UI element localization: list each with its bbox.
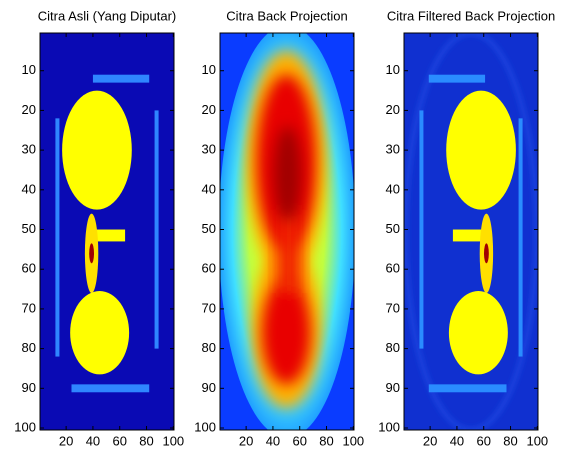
axes-box (39, 32, 175, 431)
y-tick-label: 90 (202, 380, 216, 395)
blob (96, 229, 126, 242)
y-tick-label: 20 (22, 102, 36, 117)
x-tick-label: 20 (59, 433, 73, 448)
x-tick-label: 60 (476, 433, 490, 448)
dot (483, 243, 489, 264)
y-tick-label: 50 (202, 221, 216, 236)
y-tick-label: 60 (386, 261, 400, 276)
bar (92, 74, 150, 83)
y-tick-label: 40 (22, 181, 36, 196)
x-tick-label: 40 (450, 433, 464, 448)
image (40, 33, 174, 430)
y-tick-label: 30 (386, 142, 400, 157)
x-tick-label: 60 (292, 433, 306, 448)
image (404, 33, 538, 430)
x-tick-label: 40 (266, 433, 280, 448)
y-tick-label: 60 (22, 261, 36, 276)
x-tick-label: 100 (526, 433, 548, 448)
bar (518, 118, 523, 357)
image (220, 33, 354, 430)
y-tick-label: 20 (202, 102, 216, 117)
bar (154, 110, 159, 349)
y-tick-label: 10 (202, 62, 216, 77)
axes-box (219, 32, 355, 431)
y-tick-label: 20 (386, 102, 400, 117)
y-tick-label: 80 (202, 340, 216, 355)
blob (446, 90, 516, 210)
blob (452, 229, 482, 242)
blob (448, 291, 508, 375)
bar (428, 74, 486, 83)
bar (71, 384, 150, 393)
y-tick-label: 70 (386, 300, 400, 315)
y-tick-label: 70 (22, 300, 36, 315)
chart-title: Citra Filtered Back Projection (387, 8, 555, 23)
x-tick-label: 80 (139, 433, 153, 448)
bar (419, 110, 424, 349)
y-tick-label: 100 (378, 419, 400, 434)
blob (70, 291, 130, 375)
x-tick-label: 100 (342, 433, 364, 448)
bar (428, 384, 507, 393)
x-tick-label: 80 (503, 433, 517, 448)
axes-box (403, 32, 539, 431)
blob (262, 281, 311, 385)
ring (404, 33, 538, 430)
y-tick-label: 40 (386, 181, 400, 196)
chart-title: Citra Back Projection (226, 8, 347, 23)
y-tick-label: 30 (202, 142, 216, 157)
x-tick-label: 100 (162, 433, 184, 448)
y-tick-label: 100 (194, 419, 216, 434)
blob (278, 209, 300, 294)
y-tick-label: 70 (202, 300, 216, 315)
y-tick-label: 100 (14, 419, 36, 434)
y-tick-label: 90 (386, 380, 400, 395)
y-tick-label: 80 (386, 340, 400, 355)
x-tick-label: 40 (86, 433, 100, 448)
blob (62, 90, 132, 210)
x-tick-label: 80 (319, 433, 333, 448)
y-tick-label: 50 (386, 221, 400, 236)
y-tick-label: 10 (386, 62, 400, 77)
y-tick-label: 60 (202, 261, 216, 276)
x-tick-label: 60 (112, 433, 126, 448)
y-tick-label: 30 (22, 142, 36, 157)
bar (55, 118, 60, 357)
y-tick-label: 10 (22, 62, 36, 77)
y-tick-label: 40 (202, 181, 216, 196)
x-tick-label: 20 (239, 433, 253, 448)
y-tick-label: 50 (22, 221, 36, 236)
dot (89, 243, 95, 264)
y-tick-label: 80 (22, 340, 36, 355)
chart-title: Citra Asli (Yang Diputar) (38, 8, 176, 23)
core (274, 126, 302, 222)
y-tick-label: 90 (22, 380, 36, 395)
x-tick-label: 20 (423, 433, 437, 448)
